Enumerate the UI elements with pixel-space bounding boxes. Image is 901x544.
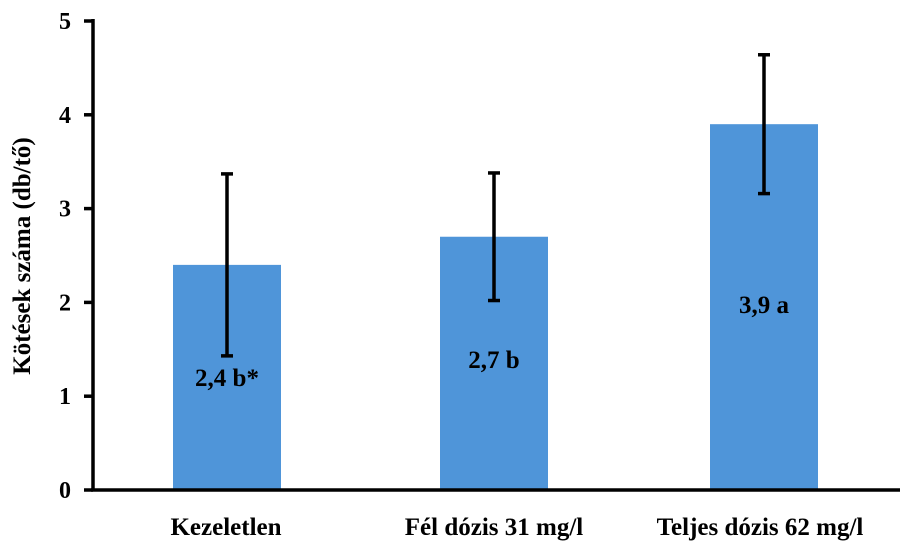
y-tick-label: 2 [59, 290, 71, 316]
y-tick-label: 1 [59, 384, 71, 410]
x-category-label-3: Teljes dózis 62 mg/l [657, 514, 864, 541]
data-label-3: 3,9 a [739, 292, 790, 319]
y-tick-label: 5 [59, 9, 71, 35]
y-tick-labels-layer: 0 1 2 3 4 5 [59, 9, 71, 504]
data-label-2: 2,7 b [468, 347, 519, 374]
error-bar-3 [758, 53, 770, 196]
x-category-labels-layer: Kezeletlen Fél dózis 31 mg/l Teljes dózis … [170, 514, 863, 541]
y-tick-label: 3 [59, 197, 71, 223]
error-bar-2 [488, 171, 500, 303]
y-tick-label: 0 [59, 478, 71, 504]
axes-layer [84, 19, 900, 492]
data-label-1: 2,4 b* [195, 365, 259, 392]
x-category-label-2: Fél dózis 31 mg/l [405, 514, 584, 541]
error-bar-1 [221, 172, 233, 358]
x-category-label-1: Kezeletlen [170, 514, 281, 541]
data-labels-layer: 2,4 b* 2,7 b 3,9 a [195, 292, 789, 392]
y-tick-label: 4 [59, 103, 71, 129]
error-bars-layer [221, 53, 770, 358]
y-axis-title: Kötések száma (db/tő) [9, 137, 36, 374]
